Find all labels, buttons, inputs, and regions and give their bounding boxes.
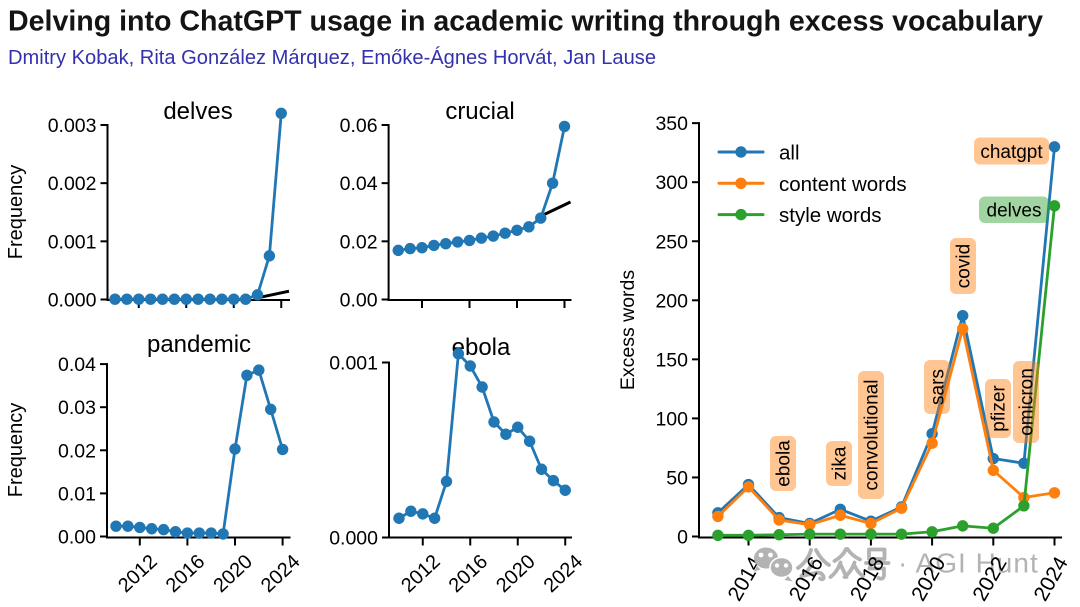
svg-text:style words: style words [779, 204, 882, 227]
svg-text:0.003: 0.003 [48, 115, 97, 137]
svg-text:0.02: 0.02 [58, 440, 96, 462]
svg-text:crucial: crucial [445, 98, 514, 125]
svg-text:Frequency: Frequency [5, 403, 27, 498]
svg-text:0.06: 0.06 [340, 115, 378, 137]
svg-text:Delving into ChatGPT usage in: Delving into ChatGPT usage in academic w… [8, 6, 1043, 38]
svg-text:covid: covid [954, 244, 975, 288]
svg-text:content words: content words [779, 173, 907, 196]
svg-text:· AGI Hunt: · AGI Hunt [898, 548, 1039, 579]
svg-text:delves: delves [987, 201, 1042, 222]
svg-text:0.02: 0.02 [340, 231, 378, 253]
svg-text:0.001: 0.001 [48, 231, 97, 253]
svg-text:0.03: 0.03 [58, 397, 96, 419]
svg-text:0.000: 0.000 [48, 290, 97, 312]
svg-text:chatgpt: chatgpt [980, 142, 1043, 163]
svg-text:0.002: 0.002 [48, 173, 97, 195]
svg-text:0.04: 0.04 [340, 173, 378, 195]
svg-text:omicron: omicron [1017, 368, 1038, 436]
svg-text:50: 50 [666, 467, 688, 489]
svg-text:150: 150 [655, 349, 688, 371]
svg-text:350: 350 [655, 113, 688, 135]
svg-text:250: 250 [655, 231, 688, 253]
svg-text:ebola: ebola [774, 440, 795, 487]
svg-text:0.001: 0.001 [329, 353, 378, 375]
svg-text:Excess words: Excess words [617, 270, 639, 391]
svg-text:zika: zika [830, 446, 851, 480]
svg-text:all: all [779, 142, 800, 165]
svg-text:0.00: 0.00 [58, 527, 96, 549]
svg-text:pfizer: pfizer [989, 385, 1010, 432]
svg-text:sars: sars [928, 369, 949, 405]
svg-text:0.00: 0.00 [340, 290, 378, 312]
svg-text:0.01: 0.01 [58, 483, 96, 505]
svg-text:0.000: 0.000 [329, 528, 378, 550]
svg-text:Frequency: Frequency [5, 165, 27, 260]
svg-text:100: 100 [655, 408, 688, 430]
svg-text:delves: delves [163, 98, 232, 125]
svg-text:Dmitry Kobak, Rita González Má: Dmitry Kobak, Rita González Márquez, Emő… [8, 46, 656, 69]
svg-text:convolutional: convolutional [862, 380, 883, 491]
svg-text:300: 300 [655, 172, 688, 194]
svg-text:0: 0 [677, 527, 688, 549]
svg-text:pandemic: pandemic [147, 331, 251, 358]
svg-text:200: 200 [655, 290, 688, 312]
svg-text:0.04: 0.04 [58, 354, 96, 376]
